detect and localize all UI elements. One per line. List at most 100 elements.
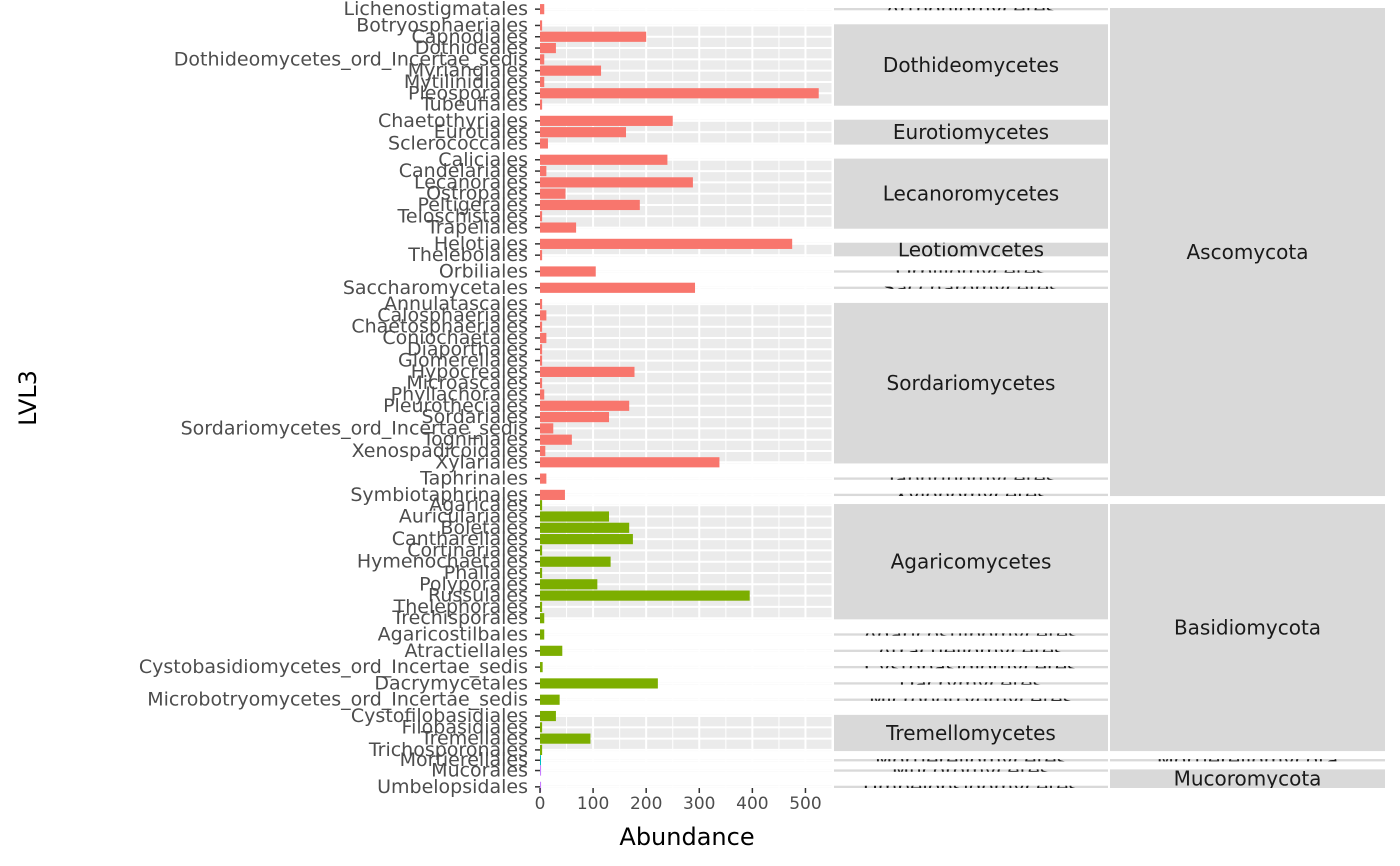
y-tick-label: Ostropales [426, 183, 528, 205]
bar-Saccharomycetales [540, 282, 696, 293]
y-tick-label: Cystobasidiomycetes_ord_Incertae_sedis [139, 656, 528, 678]
class-strip-label: Saccharomycetes [882, 276, 1059, 300]
bar-Hymenochaetales [540, 556, 611, 567]
bar-Mytilinidiales [540, 76, 545, 88]
bar-Mortierellales [540, 755, 541, 766]
bar-Microbotryomycetes_ord_Incertae_sedis [540, 694, 560, 705]
bar-Chaetothyriales [540, 115, 673, 126]
y-tick-label: Teloschistales [397, 205, 529, 227]
bar-Pleurotheciales [540, 400, 630, 411]
bar-Trechisporales [540, 613, 545, 624]
bar-Taphrinales [540, 473, 547, 484]
y-tick-label: Polyporales [419, 573, 528, 595]
y-tick-label: Taphrinales [419, 468, 528, 490]
y-tick-label: Cortinariales [407, 539, 528, 561]
class-strip [834, 286, 1108, 289]
y-tick-label: Dothideales [415, 37, 528, 59]
bar-Xenospadicoidales [540, 445, 546, 457]
x-tick-label: 200 [630, 794, 662, 814]
y-tick-label: Mytilinidiales [404, 71, 528, 93]
bar-Microascales [540, 378, 543, 389]
class-strip [834, 682, 1108, 685]
bar-Eurotiales [540, 127, 627, 138]
class-strip [834, 270, 1108, 273]
bar-Xylariales [540, 457, 720, 468]
class-strip [834, 769, 1108, 772]
y-tick-label: Thelebolales [407, 244, 528, 266]
y-tick-label: Togniniales [422, 429, 528, 451]
y-tick-label: Mucorales [431, 760, 528, 782]
y-tick-label: Orbiliales [439, 260, 528, 282]
phylum-strip-label: Mortierellomycota [1157, 748, 1339, 772]
y-tick-label: Pleurotheciales [383, 395, 528, 417]
phylum-strip [1110, 769, 1385, 788]
bar-Russulales [540, 590, 750, 601]
y-tick-label: Umbelopsidales [377, 776, 528, 798]
y-axis-title: LVL3 [14, 370, 42, 426]
class-strip [834, 242, 1108, 257]
phylum-strip-label: Basidiomycota [1174, 616, 1321, 640]
class-strip-label: Tremellomycetes [885, 721, 1056, 745]
y-tick-label: Sordariales [422, 406, 528, 428]
class-strip-label: Mortierellomycetes [875, 748, 1067, 772]
bar-Helotiales [540, 238, 793, 249]
bar-Pleosporales [540, 88, 819, 99]
y-tick-label: Caliciales [438, 149, 528, 171]
bar-Boletales [540, 522, 630, 533]
class-strip-label: Atractiellomycetes [878, 639, 1065, 663]
phylum-strip-label: Ascomycota [1187, 240, 1309, 264]
bar-Trichosporonales [540, 744, 543, 756]
x-tick-label: 0 [535, 794, 546, 814]
y-tick-label: Sordariomycetes_ord_Incertae_sedis [181, 417, 528, 439]
y-tick-label: Capnodiales [412, 26, 529, 48]
y-tick-label: Candelariales [399, 160, 528, 182]
y-tick-label: Trapeliales [426, 217, 528, 239]
bar-Ostropales [540, 188, 566, 199]
bar-Agaricales [540, 500, 543, 511]
y-tick-label: Lichenostigmatales [343, 0, 528, 20]
y-tick-label: Coniochaetales [382, 327, 528, 349]
class-strip-label: Microbotryomycetes [869, 688, 1073, 712]
phylum-strip [1110, 8, 1385, 497]
bar-Auriculariales [540, 511, 610, 522]
y-tick-label: Mortierellales [400, 749, 528, 771]
bar-Atractiellales [540, 645, 563, 656]
class-strip [834, 714, 1108, 752]
class-strip-label: Mucoromycetes [892, 759, 1050, 783]
bar-Mucorales [540, 765, 542, 776]
class-strip [834, 785, 1108, 788]
y-tick-label: Agaricales [429, 494, 528, 516]
bar-Polyporales [540, 579, 598, 590]
y-tick-label: Trechisporales [391, 607, 528, 629]
y-tick-label: Cystofilobasidiales [351, 705, 528, 727]
class-strip [834, 8, 1108, 11]
bar-Phallales [540, 567, 543, 579]
y-tick-label: Auriculariales [399, 506, 528, 528]
class-strip [834, 477, 1108, 480]
class-strip [834, 649, 1108, 652]
phylum-strip-label: Mucoromycota [1174, 767, 1322, 791]
y-tick-label: Sclerococcales [388, 132, 528, 154]
bar-Phyllachorales [540, 389, 545, 400]
y-tick-labels: Lichenostigmatales TubeufialesPleosporale… [139, 0, 540, 798]
bar-Umbelopsidales [540, 781, 542, 792]
y-tick-label: Cantharellales [392, 528, 528, 550]
bar-Thelephorales [540, 601, 543, 612]
bar-Teloschistales [540, 211, 543, 222]
y-tick-label: Pleosporales [408, 82, 528, 104]
class-strip-label: Leotiomycetes [898, 238, 1044, 262]
class-strip-label: Xylonomycetes [894, 483, 1047, 507]
y-tick-label: Botryosphaeriales [356, 14, 528, 36]
class-strip [834, 24, 1108, 106]
y-tick-label: Helotiales [434, 233, 528, 255]
y-tick-label: Glomerellales [398, 350, 528, 372]
bar-Sordariales [540, 412, 610, 423]
bar-Sordariomycetes_ord_Incertae_sedis [540, 423, 554, 434]
bar-Trapeliales [540, 222, 577, 233]
y-tick-label: Boletales [440, 517, 528, 539]
class-strip-label: Dacrymycetes [899, 671, 1043, 695]
bar-Tubeufiales [540, 99, 543, 110]
class-strip [834, 665, 1108, 669]
class-strip [834, 698, 1108, 701]
